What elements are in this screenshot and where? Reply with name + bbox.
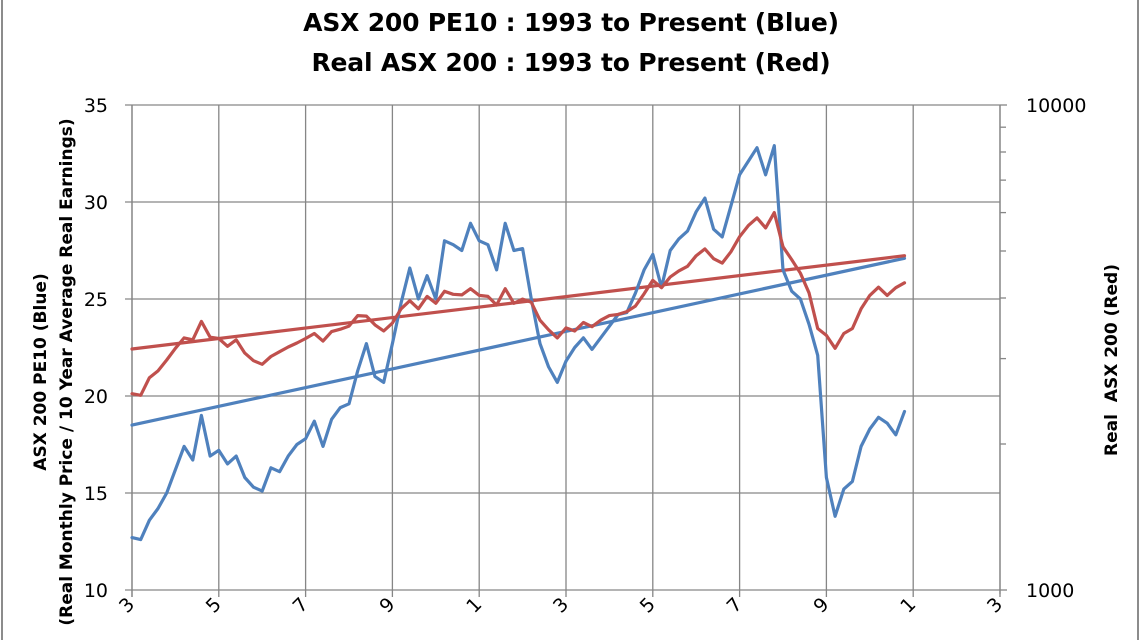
x-tick-label: 7	[289, 593, 313, 617]
pe10-linear-trend-blue-line	[130, 256, 907, 427]
x-tick-label: 7	[723, 593, 747, 617]
x-tick-label: 5	[202, 593, 226, 617]
chart-title-line2: Real ASX 200 : 1993 to Present (Red)	[311, 48, 831, 77]
asx-200-pe10-blue-line	[130, 144, 907, 542]
left-axis-title-line1: ASX 200 PE10 (Blue)	[31, 273, 51, 470]
right-tick-label: 1000	[1026, 580, 1074, 602]
right-tick-label: 10000	[1026, 95, 1086, 117]
right-axis-title: Real ASX 200 (Red)	[1102, 264, 1122, 456]
x-tick-label: 1	[462, 593, 486, 617]
x-tick-label: 3	[983, 593, 1007, 617]
left-tick-label: 35	[84, 95, 108, 117]
chart-title-line1: ASX 200 PE10 : 1993 to Present (Blue)	[303, 8, 839, 37]
left-axis-ticks: 35 30 25 20 15 10	[84, 95, 108, 602]
left-tick-label: 10	[84, 580, 108, 602]
x-tick-label: 9	[809, 593, 833, 617]
real-asx-200-red-line	[130, 211, 907, 397]
data-series	[130, 144, 907, 542]
left-tick-label: 15	[84, 483, 108, 505]
left-tick-label: 25	[84, 289, 108, 311]
x-axis-ticks: 3 5 7 9 1 3 5 7 9 1 3	[115, 593, 1007, 617]
x-tick-label: 1	[896, 593, 920, 617]
x-tick-label: 9	[375, 593, 399, 617]
x-tick-label: 3	[549, 593, 573, 617]
left-axis-title-line2: (Real Monthly Price / 10 Year Average Re…	[57, 118, 77, 625]
x-tick-label: 5	[636, 593, 660, 617]
left-tick-label: 30	[84, 192, 108, 214]
right-axis-ticks: 10000 1000	[1026, 95, 1086, 602]
left-tick-label: 20	[84, 386, 108, 408]
x-tick-label: 3	[115, 593, 139, 617]
gridlines	[125, 104, 1007, 597]
